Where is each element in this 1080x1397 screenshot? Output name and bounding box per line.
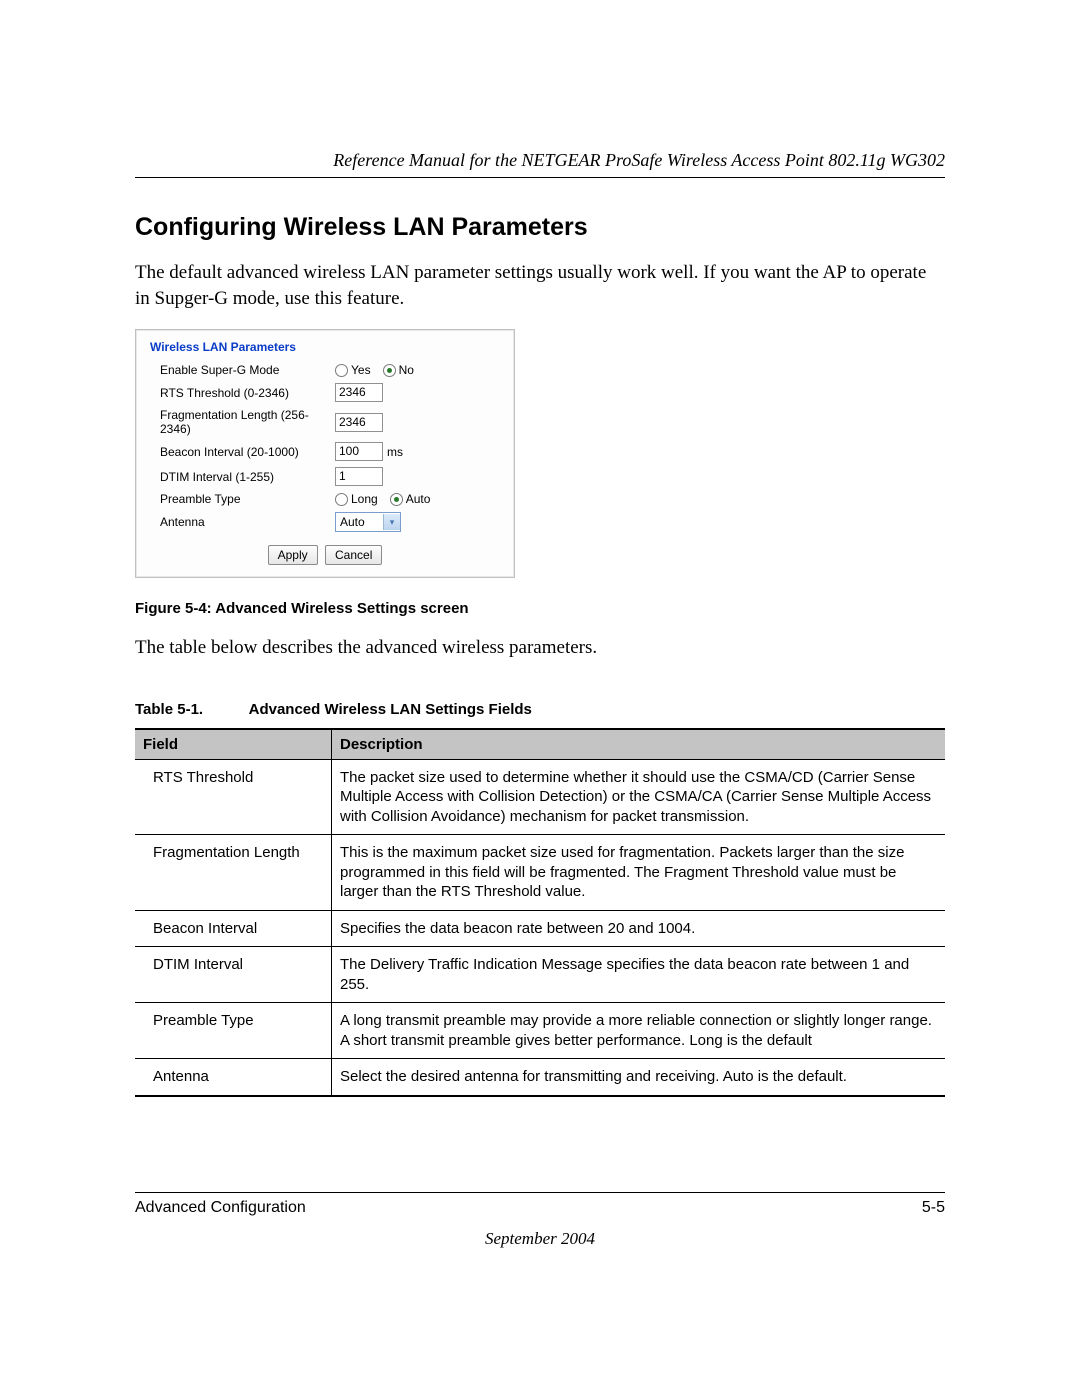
unit-beacon: ms: [387, 445, 403, 459]
cell-field: Fragmentation Length: [135, 835, 332, 911]
manual-title: Reference Manual for the NETGEAR ProSafe…: [135, 150, 945, 171]
table-row: Preamble Type A long transmit preamble m…: [135, 1003, 945, 1059]
cell-desc: Select the desired antenna for transmitt…: [332, 1059, 946, 1096]
cell-field: RTS Threshold: [135, 759, 332, 835]
radio-preamble-long[interactable]: Long: [335, 492, 378, 506]
section-intro: The default advanced wireless LAN parame…: [135, 260, 945, 311]
row-antenna: Antenna Auto ▾: [150, 509, 500, 535]
cell-field: DTIM Interval: [135, 947, 332, 1003]
table-row: Beacon Interval Specifies the data beaco…: [135, 910, 945, 947]
table-intro: The table below describes the advanced w…: [135, 635, 945, 661]
row-super-g: Enable Super-G Mode Yes No: [150, 360, 500, 380]
table-caption-num: Table 5-1.: [135, 701, 245, 718]
footer-right: 5-5: [922, 1199, 945, 1217]
input-dtim[interactable]: 1: [335, 467, 383, 486]
chevron-down-icon: ▾: [383, 514, 400, 530]
cancel-button[interactable]: Cancel: [325, 545, 382, 565]
cell-desc: A long transmit preamble may provide a m…: [332, 1003, 946, 1059]
label-antenna: Antenna: [150, 515, 335, 529]
th-description: Description: [332, 729, 946, 760]
label-beacon: Beacon Interval (20-1000): [150, 445, 335, 459]
th-field: Field: [135, 729, 332, 760]
row-frag: Fragmentation Length (256-2346) 2346: [150, 405, 500, 439]
table-row: Fragmentation Length This is the maximum…: [135, 835, 945, 911]
table-row: DTIM Interval The Delivery Traffic Indic…: [135, 947, 945, 1003]
row-rts: RTS Threshold (0-2346) 2346: [150, 380, 500, 405]
radio-preamble-auto[interactable]: Auto: [390, 492, 431, 506]
footer-rule: [135, 1192, 945, 1193]
cell-desc: The Delivery Traffic Indication Message …: [332, 947, 946, 1003]
radio-label-no: No: [399, 363, 414, 377]
cell-desc: This is the maximum packet size used for…: [332, 835, 946, 911]
cell-field: Beacon Interval: [135, 910, 332, 947]
label-preamble: Preamble Type: [150, 492, 335, 506]
radio-super-g-no[interactable]: No: [383, 363, 414, 377]
row-dtim: DTIM Interval (1-255) 1: [150, 464, 500, 489]
row-preamble: Preamble Type Long Auto: [150, 489, 500, 509]
cell-field: Antenna: [135, 1059, 332, 1096]
cell-desc: The packet size used to determine whethe…: [332, 759, 946, 835]
label-frag: Fragmentation Length (256-2346): [150, 408, 335, 436]
panel-title: Wireless LAN Parameters: [150, 340, 500, 354]
table-caption-title: Advanced Wireless LAN Settings Fields: [249, 701, 532, 718]
wlan-panel: Wireless LAN Parameters Enable Super-G M…: [135, 329, 515, 578]
input-beacon[interactable]: 100: [335, 442, 383, 461]
input-frag[interactable]: 2346: [335, 413, 383, 432]
radio-label-yes: Yes: [351, 363, 371, 377]
radio-label-long: Long: [351, 492, 378, 506]
footer-date: September 2004: [135, 1229, 945, 1249]
row-beacon: Beacon Interval (20-1000) 100 ms: [150, 439, 500, 464]
table-row: Antenna Select the desired antenna for t…: [135, 1059, 945, 1096]
select-antenna-value: Auto: [340, 515, 365, 529]
figure-caption: Figure 5-4: Advanced Wireless Settings s…: [135, 600, 945, 617]
footer-left: Advanced Configuration: [135, 1199, 306, 1217]
cell-field: Preamble Type: [135, 1003, 332, 1059]
apply-button[interactable]: Apply: [268, 545, 318, 565]
select-antenna[interactable]: Auto ▾: [335, 512, 401, 532]
label-rts: RTS Threshold (0-2346): [150, 386, 335, 400]
cell-desc: Specifies the data beacon rate between 2…: [332, 910, 946, 947]
label-dtim: DTIM Interval (1-255): [150, 470, 335, 484]
section-heading: Configuring Wireless LAN Parameters: [135, 213, 945, 242]
table-row: RTS Threshold The packet size used to de…: [135, 759, 945, 835]
radio-label-auto: Auto: [406, 492, 431, 506]
radio-super-g-yes[interactable]: Yes: [335, 363, 371, 377]
input-rts[interactable]: 2346: [335, 383, 383, 402]
header-rule: [135, 177, 945, 178]
settings-table: Field Description RTS Threshold The pack…: [135, 728, 945, 1097]
label-super-g: Enable Super-G Mode: [150, 363, 335, 377]
table-caption: Table 5-1. Advanced Wireless LAN Setting…: [135, 701, 945, 718]
